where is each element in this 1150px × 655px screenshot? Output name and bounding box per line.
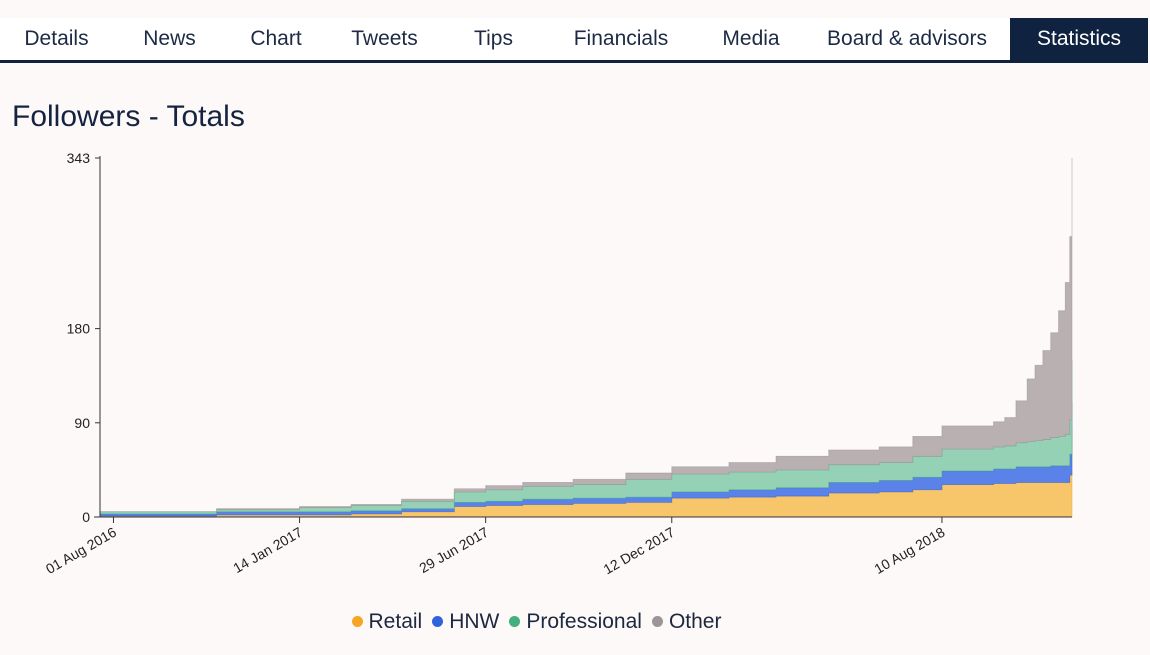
tab-details[interactable]: Details xyxy=(24,27,89,50)
legend-dot-icon xyxy=(432,616,444,627)
tab-tweets[interactable]: Tweets xyxy=(351,27,418,50)
tab-bar: Details News Chart Tweets Tips Financials Medi… xyxy=(0,18,1148,63)
area-other xyxy=(100,158,1073,513)
legend-item-professional[interactable]: Professional xyxy=(509,610,642,634)
y-tick-label: 90 xyxy=(74,415,90,431)
tab-board-advisors[interactable]: Board & advisors xyxy=(827,27,987,50)
legend-item-retail[interactable]: Retail xyxy=(351,610,423,634)
followers-chart: 0 90 180 343 01 Aug 2016 14 Jan 2017 29 Jun 20… xyxy=(43,150,1073,578)
x-tick-label: 14 Jan 2017 xyxy=(230,524,305,576)
chart-legend: Retail HNW Professional Other xyxy=(0,610,1073,634)
y-tick-label: 180 xyxy=(67,321,91,337)
legend-dot-icon xyxy=(509,616,521,627)
legend-dot-icon xyxy=(351,616,363,627)
chart-title: Followers - Totals xyxy=(12,100,245,133)
y-tick-label: 0 xyxy=(82,509,90,525)
legend-label: Professional xyxy=(526,610,642,633)
legend-item-other[interactable]: Other xyxy=(651,610,722,634)
legend-label: Retail xyxy=(368,610,423,633)
legend-label: Other xyxy=(668,610,722,633)
x-tick-label: 01 Aug 2016 xyxy=(43,524,119,577)
legend-item-hnw[interactable]: HNW xyxy=(432,610,499,634)
x-tick-label: 29 Jun 2017 xyxy=(416,524,491,576)
x-tick-label: 12 Dec 2017 xyxy=(600,524,677,578)
tab-chart[interactable]: Chart xyxy=(250,27,302,50)
y-tick-label: 343 xyxy=(67,150,91,166)
tab-media[interactable]: Media xyxy=(722,27,780,50)
tab-financials[interactable]: Financials xyxy=(573,27,669,50)
tab-statistics[interactable]: Statistics xyxy=(1010,18,1148,60)
legend-dot-icon xyxy=(651,616,663,627)
tab-news[interactable]: News xyxy=(143,27,196,50)
x-tick-label: 10 Aug 2018 xyxy=(871,524,947,577)
legend-label: HNW xyxy=(449,610,500,633)
tab-tips[interactable]: Tips xyxy=(474,27,513,50)
